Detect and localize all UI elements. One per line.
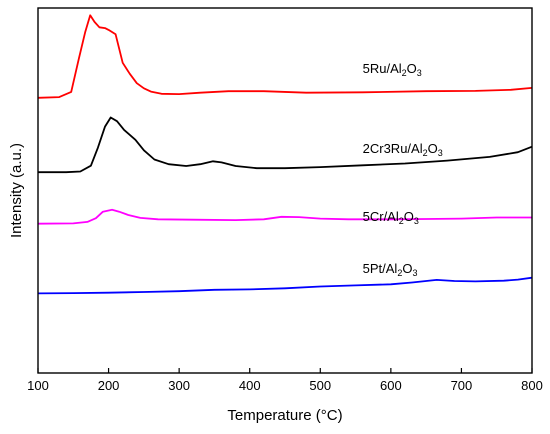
series-label-part: 2: [397, 268, 402, 278]
x-axis-ticks: [37, 368, 533, 373]
series-line-3: [37, 276, 533, 295]
series-label-part: O: [402, 261, 412, 276]
series-label-part: 3: [417, 68, 422, 78]
x-tick-label: 800: [521, 378, 543, 393]
series-label-3: 5Pt/Al2O3: [363, 261, 418, 278]
x-tick-label: 100: [27, 378, 49, 393]
x-tick-label: 400: [239, 378, 261, 393]
series-label-part: 5Pt/Al: [363, 261, 398, 276]
series-label-part: 2Cr3Ru/Al: [363, 141, 423, 156]
series-label-2: 5Cr/Al2O3: [363, 209, 419, 226]
series-label-1: 2Cr3Ru/Al2O3: [363, 141, 443, 158]
series-label-part: 2: [402, 68, 407, 78]
plot-frame: [37, 7, 533, 374]
series-label-part: 2: [423, 148, 428, 158]
x-tick-label: 500: [309, 378, 331, 393]
series-label-part: 3: [414, 216, 419, 226]
series-line-2: [37, 208, 532, 225]
x-tick-label: 700: [451, 378, 473, 393]
series-label-part: 2: [399, 216, 404, 226]
series-line-1: [38, 116, 533, 174]
series-label-part: O: [428, 141, 438, 156]
y-axis-title: Intensity (a.u.): [8, 143, 25, 238]
x-tick-label: 200: [98, 378, 120, 393]
series-label-part: O: [404, 209, 414, 224]
x-axis-tick-labels: 100 200 300 400 500 600 700 800: [27, 378, 543, 393]
x-tick-label: 600: [380, 378, 402, 393]
series-line-0: [37, 14, 533, 99]
series-label-part: O: [407, 61, 417, 76]
x-tick-label: 300: [168, 378, 190, 393]
series-lines: [37, 14, 533, 295]
series-label-0: 5Ru/Al2O3: [363, 61, 422, 78]
series-label-part: 5Cr/Al: [363, 209, 399, 224]
x-axis-title: Temperature (°C): [227, 407, 342, 424]
series-label-part: 3: [438, 148, 443, 158]
series-label-part: 5Ru/Al: [363, 61, 402, 76]
series-label-part: 3: [412, 268, 417, 278]
